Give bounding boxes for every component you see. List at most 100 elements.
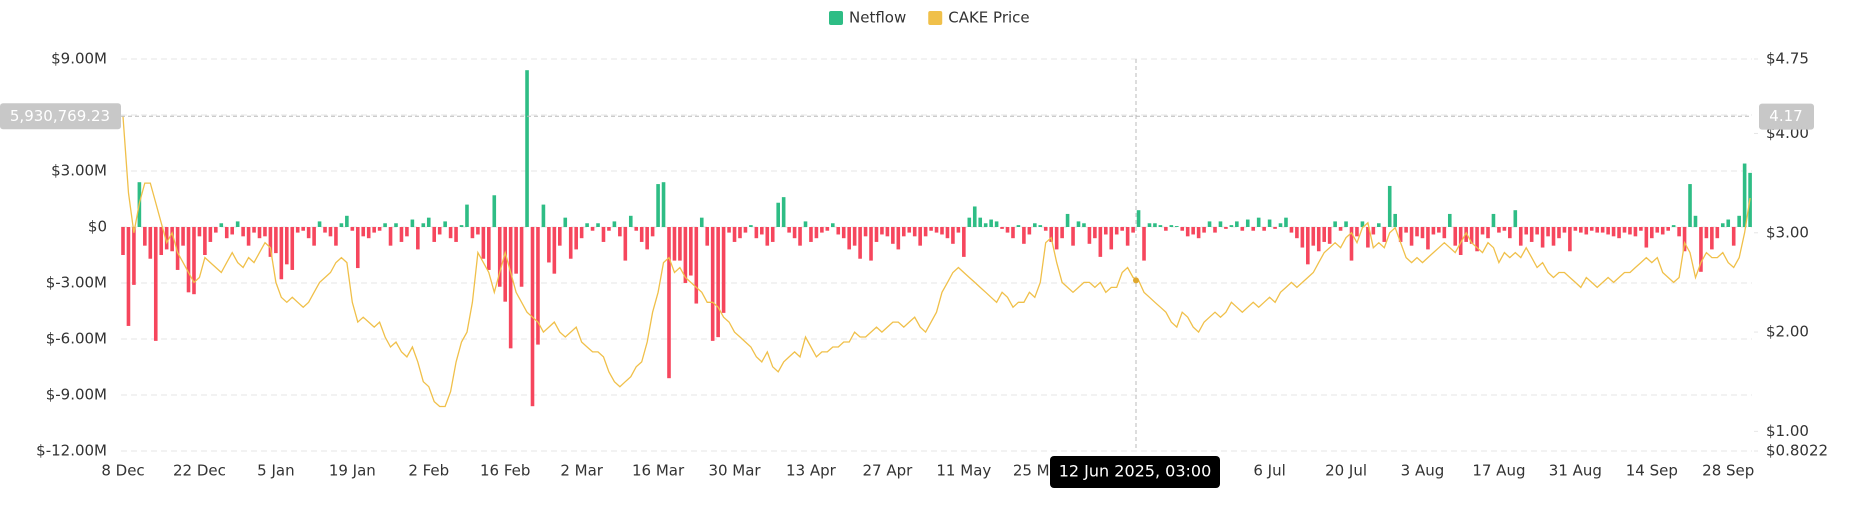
bar bbox=[1087, 227, 1092, 244]
legend-swatch bbox=[829, 11, 843, 25]
bar bbox=[268, 227, 273, 257]
bar bbox=[1213, 227, 1217, 233]
x-tick-label: 27 Apr bbox=[862, 462, 913, 480]
bar bbox=[1142, 227, 1146, 261]
bar bbox=[1306, 227, 1310, 265]
bar bbox=[1453, 227, 1458, 246]
bar bbox=[443, 221, 447, 227]
bar bbox=[1049, 227, 1053, 242]
bar bbox=[1551, 227, 1556, 246]
bar bbox=[1076, 221, 1081, 227]
bar bbox=[820, 227, 824, 233]
bar bbox=[672, 227, 677, 261]
bar bbox=[525, 70, 529, 227]
bar bbox=[470, 227, 475, 239]
bar bbox=[1720, 223, 1725, 227]
bar bbox=[1114, 227, 1119, 235]
bar bbox=[1469, 227, 1474, 244]
bar bbox=[721, 227, 726, 313]
bar bbox=[306, 227, 311, 239]
x-tick-label: 30 Mar bbox=[708, 462, 761, 480]
bar bbox=[912, 227, 917, 237]
bar bbox=[175, 227, 180, 270]
bar bbox=[1518, 227, 1523, 246]
bar bbox=[836, 227, 841, 235]
bar bbox=[1360, 221, 1365, 227]
bar bbox=[940, 227, 944, 235]
bar bbox=[1038, 225, 1043, 227]
bar bbox=[710, 227, 715, 341]
x-tick-label: 2 Mar bbox=[560, 462, 603, 480]
bar bbox=[1688, 184, 1692, 227]
bar bbox=[962, 227, 966, 257]
bar bbox=[869, 227, 873, 261]
bar bbox=[1125, 227, 1130, 246]
bar bbox=[863, 227, 868, 237]
legend-label: Netflow bbox=[849, 9, 906, 27]
bar bbox=[803, 221, 808, 227]
bar bbox=[945, 227, 950, 239]
x-tick-label: 22 Dec bbox=[173, 462, 226, 480]
bar bbox=[1650, 227, 1654, 239]
bar bbox=[1147, 223, 1152, 227]
bar bbox=[1202, 227, 1206, 233]
bar bbox=[1535, 227, 1539, 235]
bar bbox=[689, 227, 693, 276]
y-tick-label: $-6.00M bbox=[46, 330, 107, 348]
x-tick-label: 5 Jan bbox=[257, 462, 294, 480]
bar bbox=[235, 221, 240, 227]
bar bbox=[874, 227, 879, 242]
bar bbox=[416, 227, 420, 250]
bar bbox=[388, 227, 393, 246]
bar bbox=[536, 227, 540, 345]
crosshair-x-label: 12 Jun 2025, 03:00 bbox=[1059, 462, 1212, 481]
bar bbox=[1639, 227, 1643, 231]
bar bbox=[1573, 227, 1578, 231]
bar bbox=[661, 182, 666, 227]
bar bbox=[994, 221, 999, 227]
bar bbox=[1398, 227, 1403, 242]
bar bbox=[574, 227, 578, 250]
bar bbox=[1366, 227, 1370, 248]
bar bbox=[334, 227, 338, 246]
bar bbox=[1677, 227, 1681, 237]
x-tick-label: 17 Aug bbox=[1472, 462, 1525, 480]
bar bbox=[1005, 227, 1010, 233]
bar bbox=[372, 227, 376, 233]
bar bbox=[694, 227, 699, 304]
bar bbox=[929, 227, 933, 231]
bar bbox=[825, 227, 830, 231]
bar bbox=[279, 227, 284, 280]
bar bbox=[1185, 227, 1190, 237]
bar bbox=[454, 227, 458, 242]
bar bbox=[1371, 227, 1376, 235]
bar bbox=[1016, 225, 1021, 227]
bar bbox=[519, 227, 524, 287]
bar bbox=[1715, 227, 1720, 239]
bar bbox=[590, 227, 595, 231]
bar bbox=[1043, 227, 1048, 231]
bar bbox=[1633, 227, 1638, 237]
bar bbox=[1584, 227, 1589, 235]
bar bbox=[1382, 227, 1387, 242]
bar bbox=[366, 227, 371, 239]
bar bbox=[1245, 219, 1250, 227]
x-tick-label: 8 Dec bbox=[101, 462, 144, 480]
bar bbox=[170, 227, 174, 252]
y-tick-label: $3.00M bbox=[51, 162, 107, 180]
bar bbox=[568, 227, 573, 259]
bar bbox=[290, 227, 295, 270]
bar bbox=[705, 227, 710, 246]
bar bbox=[1011, 227, 1015, 239]
y-tick-label: $-9.00M bbox=[46, 386, 107, 404]
bar bbox=[1704, 227, 1709, 239]
bar bbox=[1437, 227, 1441, 233]
bar bbox=[1054, 227, 1059, 250]
bar bbox=[749, 225, 753, 227]
x-tick-label: 14 Sep bbox=[1626, 462, 1678, 480]
bar bbox=[361, 227, 366, 237]
bar bbox=[1557, 227, 1561, 239]
bar bbox=[738, 227, 742, 239]
bar bbox=[650, 227, 655, 237]
y-tick-label: $9.00M bbox=[51, 50, 107, 68]
